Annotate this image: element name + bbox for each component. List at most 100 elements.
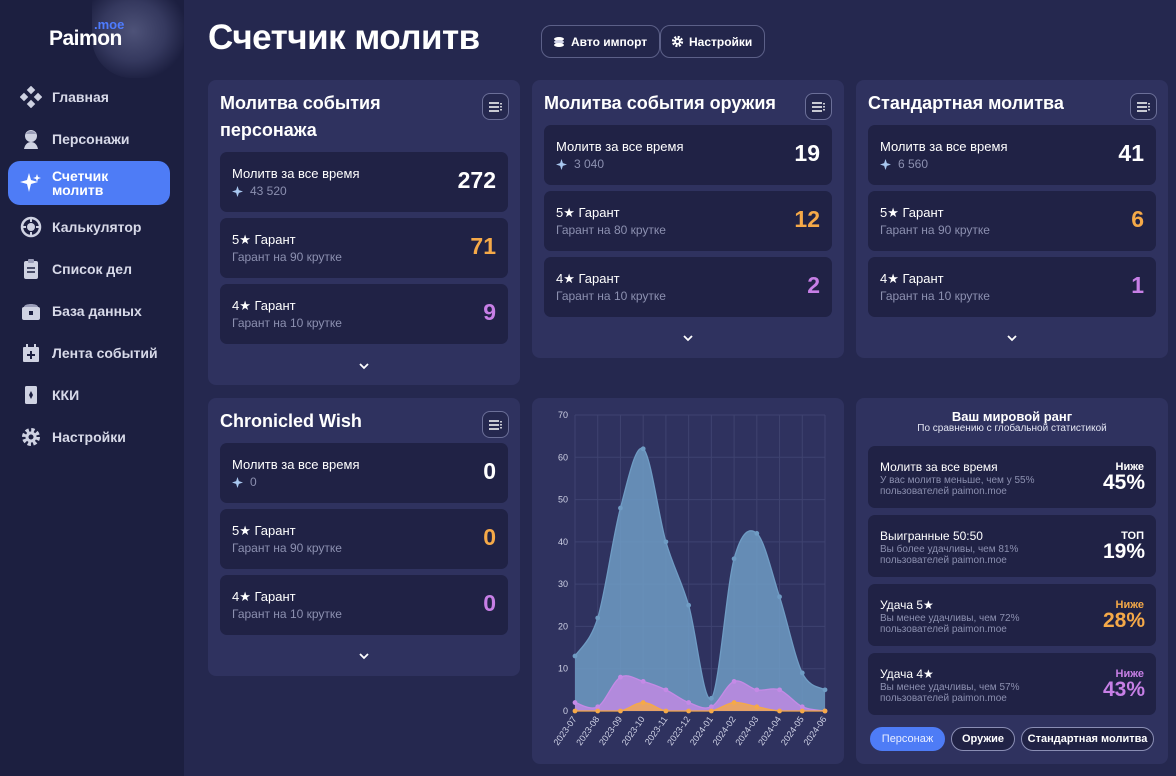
- chevron-down-icon[interactable]: [681, 333, 695, 343]
- primogem-icon: [556, 158, 567, 170]
- stat-label: Молитв за все время: [556, 139, 684, 154]
- rank-tab-standard[interactable]: Стандартная молитва: [1021, 727, 1154, 751]
- logo[interactable]: .moe Paimon: [0, 0, 184, 80]
- banner-menu-button[interactable]: [482, 93, 509, 120]
- rank-stat-value: 43%: [1102, 678, 1145, 701]
- data-point-total: [663, 539, 669, 545]
- y-tick-label: 30: [558, 579, 568, 589]
- sidebar-item-wish-counter[interactable]: Счетчик молитв: [8, 161, 170, 205]
- rank-tab-weapon[interactable]: Оружие: [951, 727, 1015, 751]
- stat-value: 0: [483, 524, 496, 550]
- sidebar-item-label: Список дел: [52, 261, 132, 277]
- four-star-pity-stat: 4★ Гарант Гарант на 10 крутке 0: [220, 575, 508, 635]
- card-title: Стандартная молитва: [868, 93, 1064, 113]
- primogem-icon: [232, 476, 243, 488]
- character-icon: [20, 128, 42, 150]
- stat-sub: Гарант на 10 крутке: [556, 289, 666, 303]
- sidebar-item-tcg[interactable]: ККИ: [8, 374, 170, 416]
- primogem-icon: [880, 158, 891, 170]
- data-point-five: [754, 704, 760, 710]
- wish-history-chart: 0102030405060702023-072023-082023-092023…: [552, 410, 829, 747]
- sidebar-item-timeline[interactable]: Лента событий: [8, 332, 170, 374]
- chevron-down-icon[interactable]: [1005, 333, 1019, 343]
- rank-tab-character[interactable]: Персонаж: [870, 727, 945, 751]
- rank-title: Ваш мировой ранг: [951, 409, 1073, 424]
- five-star-pity-stat: 5★ Гарант Гарант на 90 крутке 0: [220, 509, 508, 569]
- rank-stat-desc: Вы менее удачливы, чем 72% пользователей…: [880, 613, 1020, 635]
- card-title: Chronicled Wish: [220, 411, 362, 431]
- data-point-total: [572, 653, 578, 659]
- chevron-down-icon[interactable]: [357, 361, 371, 371]
- sidebar-item-calculator[interactable]: Калькулятор: [8, 206, 170, 248]
- data-point-four: [640, 679, 646, 684]
- sidebar-item-database[interactable]: База данных: [8, 290, 170, 332]
- sidebar-item-todo[interactable]: Список дел: [8, 248, 170, 290]
- stat-sub: Гарант на 90 крутке: [232, 541, 342, 555]
- data-point-four: [595, 704, 601, 710]
- data-point-five: [708, 708, 714, 714]
- primogem-count: 0: [250, 475, 257, 489]
- rank-stat-label: Молитв за все время: [880, 460, 998, 474]
- total-wishes-stat: Молитв за все время 43 520 272: [220, 152, 508, 212]
- logo-suffix: .moe: [94, 17, 125, 32]
- card-title: Молитва события оружия: [544, 93, 776, 113]
- sidebar-item-settings[interactable]: Настройки: [8, 416, 170, 458]
- rank-stat-desc: Вы более удачливы, чем 81% пользователей…: [880, 544, 1019, 566]
- four-star-pity-stat: 4★ Гарант Гарант на 10 крутке 1: [868, 257, 1156, 317]
- banner-menu-button[interactable]: [1130, 93, 1157, 120]
- stat-label: Молитв за все время: [880, 139, 1008, 154]
- y-tick-label: 40: [558, 537, 568, 547]
- data-point-five: [663, 708, 669, 714]
- data-point-five: [822, 708, 828, 714]
- rank-stat-desc: У вас молитв меньше, чем у 55% пользоват…: [880, 475, 1035, 497]
- primogem-count: 6 560: [898, 157, 929, 171]
- stat-sub: Гарант на 10 крутке: [232, 316, 342, 330]
- standard-banner-card: Стандартная молитва Молитв за все время …: [856, 80, 1168, 358]
- data-point-five: [799, 708, 805, 714]
- sidebar-item-label: Персонажи: [52, 131, 130, 147]
- sidebar-item-label: Настройки: [52, 429, 126, 445]
- card-game-icon: [20, 384, 42, 406]
- banner-menu-button[interactable]: [482, 411, 509, 438]
- data-point-four: [777, 687, 782, 693]
- stat-value: 2: [807, 272, 820, 298]
- sidebar-item-home[interactable]: Главная: [8, 76, 170, 118]
- home-icon: [20, 86, 42, 108]
- stat-sub: Гарант на 10 крутке: [232, 607, 342, 621]
- rank-stat-value: 19%: [1102, 540, 1145, 563]
- stat-sub: Гарант на 90 крутке: [232, 250, 342, 264]
- total-wishes-stat: Молитв за все время 6 560 41: [868, 125, 1156, 185]
- auto-import-button[interactable]: Авто импорт: [541, 25, 661, 58]
- rank-stat-label: Удача 5★: [880, 598, 934, 612]
- stat-label: Молитв за все время: [232, 457, 360, 472]
- sidebar-item-label: База данных: [52, 303, 142, 319]
- stat-value: 12: [794, 206, 820, 232]
- todo-list-icon: [20, 258, 42, 280]
- calculator-icon: [20, 216, 42, 238]
- data-point-total: [618, 505, 623, 511]
- stat-value: 272: [457, 167, 496, 193]
- world-rank-card: Ваш мировой ранг По сравнению с глобальн…: [856, 398, 1168, 764]
- database-chest-icon: [20, 300, 42, 322]
- data-point-five: [640, 700, 646, 705]
- data-point-four: [731, 679, 737, 684]
- data-point-total: [708, 695, 714, 701]
- stat-value: 9: [483, 299, 496, 325]
- list-menu-icon: [1136, 101, 1150, 112]
- banner-menu-button[interactable]: [805, 93, 832, 120]
- data-point-total: [799, 670, 805, 676]
- auto-import-label: Авто импорт: [571, 34, 648, 49]
- stat-value: 6: [1131, 206, 1144, 232]
- sidebar-nav: Главная Персонажи Счетчик молитв Калькул…: [8, 76, 170, 458]
- timeline-icon: [20, 342, 42, 364]
- chevron-down-icon[interactable]: [357, 651, 371, 661]
- y-tick-label: 0: [563, 706, 568, 716]
- data-point-five: [595, 708, 601, 714]
- rank-stat-value: 28%: [1102, 609, 1145, 632]
- settings-button[interactable]: Настройки: [660, 25, 766, 58]
- sidebar-item-label: Лента событий: [52, 345, 158, 361]
- paimon-mascot-icon: [92, 0, 184, 78]
- sidebar-item-characters[interactable]: Персонажи: [8, 118, 170, 160]
- stat-label: 4★ Гарант: [232, 589, 296, 604]
- sidebar-item-label: ККИ: [52, 387, 80, 403]
